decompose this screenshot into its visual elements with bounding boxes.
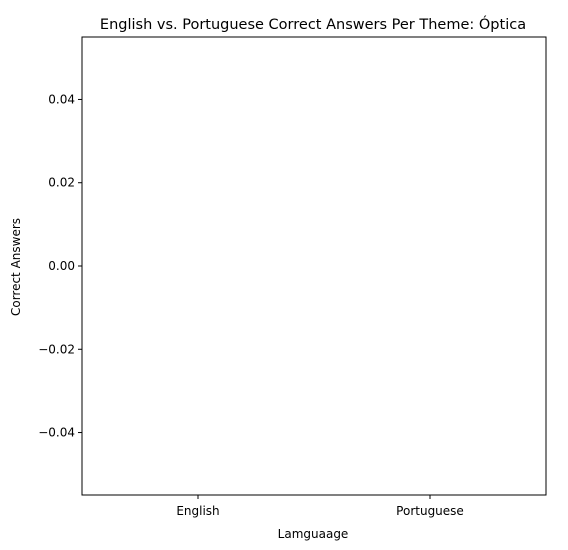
y-tick-label: 0.02: [48, 176, 75, 190]
x-axis-ticks: English Portuguese: [176, 495, 464, 518]
x-axis-label: Lamguaage: [278, 527, 349, 541]
x-tick-label: English: [176, 504, 219, 518]
y-tick-label: −0.02: [38, 342, 75, 356]
y-tick-label: −0.04: [38, 426, 75, 440]
x-tick-label: Portuguese: [396, 504, 464, 518]
chart-title: English vs. Portuguese Correct Answers P…: [100, 15, 526, 33]
y-tick-label: 0.04: [48, 92, 75, 106]
y-axis-label: Correct Answers: [9, 218, 23, 316]
y-tick-label: 0.00: [48, 259, 75, 273]
y-axis-ticks: 0.04 0.02 0.00 −0.02 −0.04: [38, 92, 82, 440]
